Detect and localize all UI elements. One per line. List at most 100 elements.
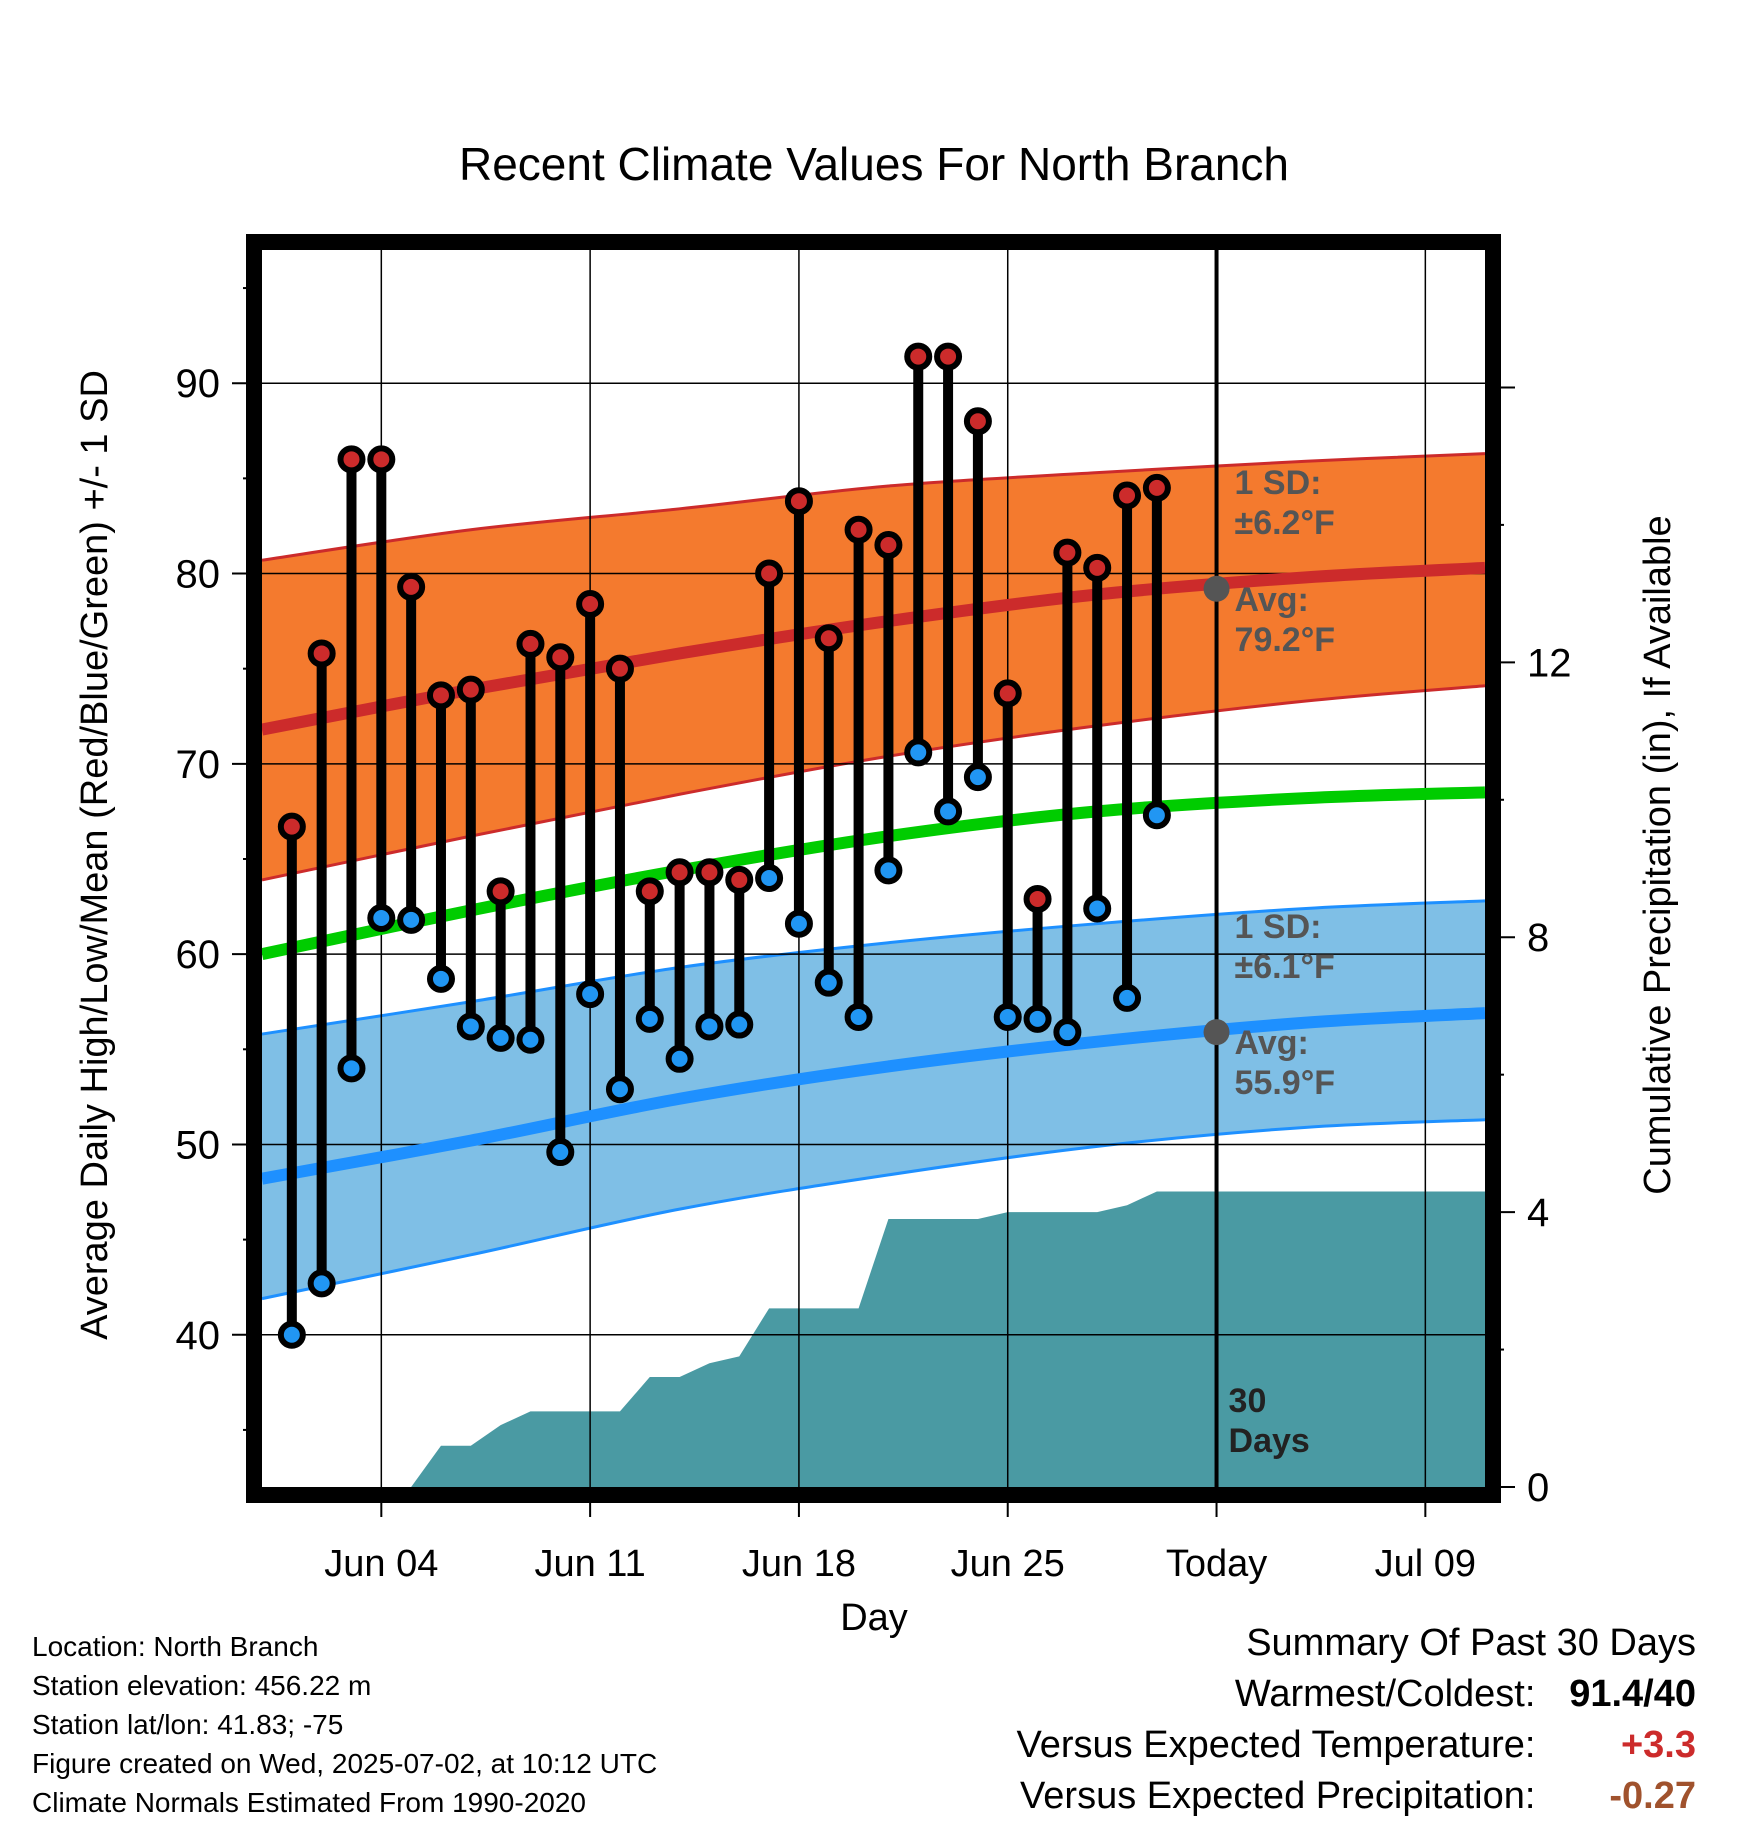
- low-temp-point: [635, 1004, 664, 1033]
- high-sd-value: ±6.2°F: [1235, 504, 1335, 542]
- high-temp-point: [605, 654, 634, 683]
- low-temp-point: [993, 1002, 1022, 1031]
- y-tick-label-right: 8: [1527, 916, 1549, 960]
- high-temp-point: [546, 643, 575, 672]
- high-temp-point: [1053, 538, 1082, 567]
- x-tick-label: Jun 04: [324, 1543, 438, 1585]
- high-temp-point: [963, 407, 992, 436]
- low-temp-point: [665, 1044, 694, 1073]
- low-temp-point: [1023, 1004, 1052, 1033]
- low-temp-point: [874, 856, 903, 885]
- high-temp-point: [784, 487, 813, 516]
- x-tick-label: Today: [1166, 1543, 1267, 1585]
- high-temp-point: [486, 877, 515, 906]
- y-tick-label-left: 50: [176, 1123, 221, 1167]
- high-temp-point: [874, 530, 903, 559]
- low-temp-point: [784, 909, 813, 938]
- low-temp-point: [516, 1025, 545, 1054]
- high-sd-label: 1 SD:: [1235, 464, 1322, 502]
- x-axis-label: Day: [840, 1597, 908, 1639]
- high-temp-point: [993, 679, 1022, 708]
- low-temp-point: [277, 1320, 306, 1349]
- low-sd-band: [262, 900, 1485, 1299]
- x-tick-label: Jun 18: [742, 1543, 856, 1585]
- y-tick-label-left: 40: [176, 1314, 221, 1358]
- low-temp-point: [426, 964, 455, 993]
- low-temp-point: [755, 864, 784, 893]
- warmest-value: 91.4/40: [1569, 1673, 1696, 1715]
- station-info: Location: North Branch Station elevation…: [32, 1627, 657, 1822]
- x-tick-label: Jun 11: [534, 1543, 645, 1585]
- high-sd-band: [262, 453, 1485, 880]
- warmest-row: Warmest/Coldest: 91.4/40: [1017, 1669, 1696, 1720]
- high-temp-point: [516, 629, 545, 658]
- high-temp-point: [755, 559, 784, 588]
- x-tick-label: Jul 09: [1375, 1543, 1476, 1585]
- low-temp-point: [904, 738, 933, 767]
- low-temp-point: [1113, 983, 1142, 1012]
- low-temp-point: [844, 1002, 873, 1031]
- low-temp-point: [337, 1054, 366, 1083]
- y-tick-label-left: 90: [176, 362, 221, 406]
- low-temp-point: [695, 1012, 724, 1041]
- high-temp-point: [1083, 553, 1112, 582]
- y-tick-label-right: 12: [1527, 641, 1572, 685]
- low-sd-value: ±6.1°F: [1235, 948, 1335, 986]
- low-temp-point: [576, 980, 605, 1009]
- low-temp-point: [725, 1010, 754, 1039]
- low-temp-point: [307, 1269, 336, 1298]
- low-avg-value: 55.9°F: [1235, 1064, 1336, 1102]
- high-temp-point: [307, 639, 336, 668]
- days-count-label: 30: [1229, 1382, 1267, 1420]
- y-axis-label-left: Average Daily High/Low/Mean (Red/Blue/Gr…: [74, 370, 116, 1340]
- high-temp-point: [367, 445, 396, 474]
- high-temp-point: [576, 589, 605, 618]
- low-temp-point: [963, 763, 992, 792]
- high-plus-sd-line: [261, 452, 1486, 562]
- y-tick-label-left: 60: [176, 933, 221, 977]
- created-text: Figure created on Wed, 2025-07-02, at 10…: [32, 1748, 658, 1779]
- high-temp-point: [426, 681, 455, 710]
- location-text: Location: North Branch: [32, 1631, 319, 1662]
- low-temp-point: [1053, 1018, 1082, 1047]
- temp-label: Versus Expected Temperature:: [1016, 1724, 1536, 1766]
- high-avg-label: Avg:: [1235, 581, 1309, 619]
- y-tick-label-left: 80: [176, 553, 221, 597]
- low-temp-point: [1083, 894, 1112, 923]
- low-temp-point: [934, 797, 963, 826]
- high-avg-marker: [1203, 575, 1230, 602]
- plot-frame: [246, 234, 1501, 1503]
- high-temp-point: [934, 342, 963, 371]
- high-temp-point: [695, 858, 724, 887]
- precip-value: -0.27: [1609, 1775, 1696, 1817]
- low-avg-label: Avg:: [1235, 1024, 1309, 1062]
- summary-panel: Summary Of Past 30 Days Warmest/Coldest:…: [1017, 1618, 1696, 1822]
- low-minus-sd-line: [261, 1118, 1486, 1301]
- x-tick-label: Jun 25: [951, 1543, 1065, 1585]
- low-avg-marker: [1203, 1019, 1230, 1046]
- precip-area: [321, 1191, 1485, 1487]
- low-temp-point: [456, 1012, 485, 1041]
- high-temp-point: [1023, 884, 1052, 913]
- high-temp-point: [665, 858, 694, 887]
- high-temp-point: [844, 515, 873, 544]
- latlon-text: Station lat/lon: 41.83; -75: [32, 1709, 344, 1740]
- precip-label: Versus Expected Precipitation:: [1020, 1775, 1536, 1817]
- warmest-label: Warmest/Coldest:: [1234, 1673, 1536, 1715]
- temp-value: +3.3: [1620, 1724, 1696, 1766]
- days-text-label: Days: [1229, 1422, 1310, 1460]
- high-temp-point: [1142, 473, 1171, 502]
- high-avg-value: 79.2°F: [1235, 621, 1336, 659]
- low-sd-label: 1 SD:: [1235, 908, 1322, 946]
- summary-title: Summary Of Past 30 Days: [1246, 1622, 1696, 1664]
- high-temp-point: [397, 572, 426, 601]
- low-temp-point: [367, 903, 396, 932]
- low-temp-point: [605, 1075, 634, 1104]
- low-temp-point: [486, 1023, 515, 1052]
- y-tick-label-right: 0: [1527, 1466, 1549, 1510]
- high-temp-point: [814, 624, 843, 653]
- high-temp-point: [456, 675, 485, 704]
- normals-text: Climate Normals Estimated From 1990-2020: [32, 1787, 586, 1818]
